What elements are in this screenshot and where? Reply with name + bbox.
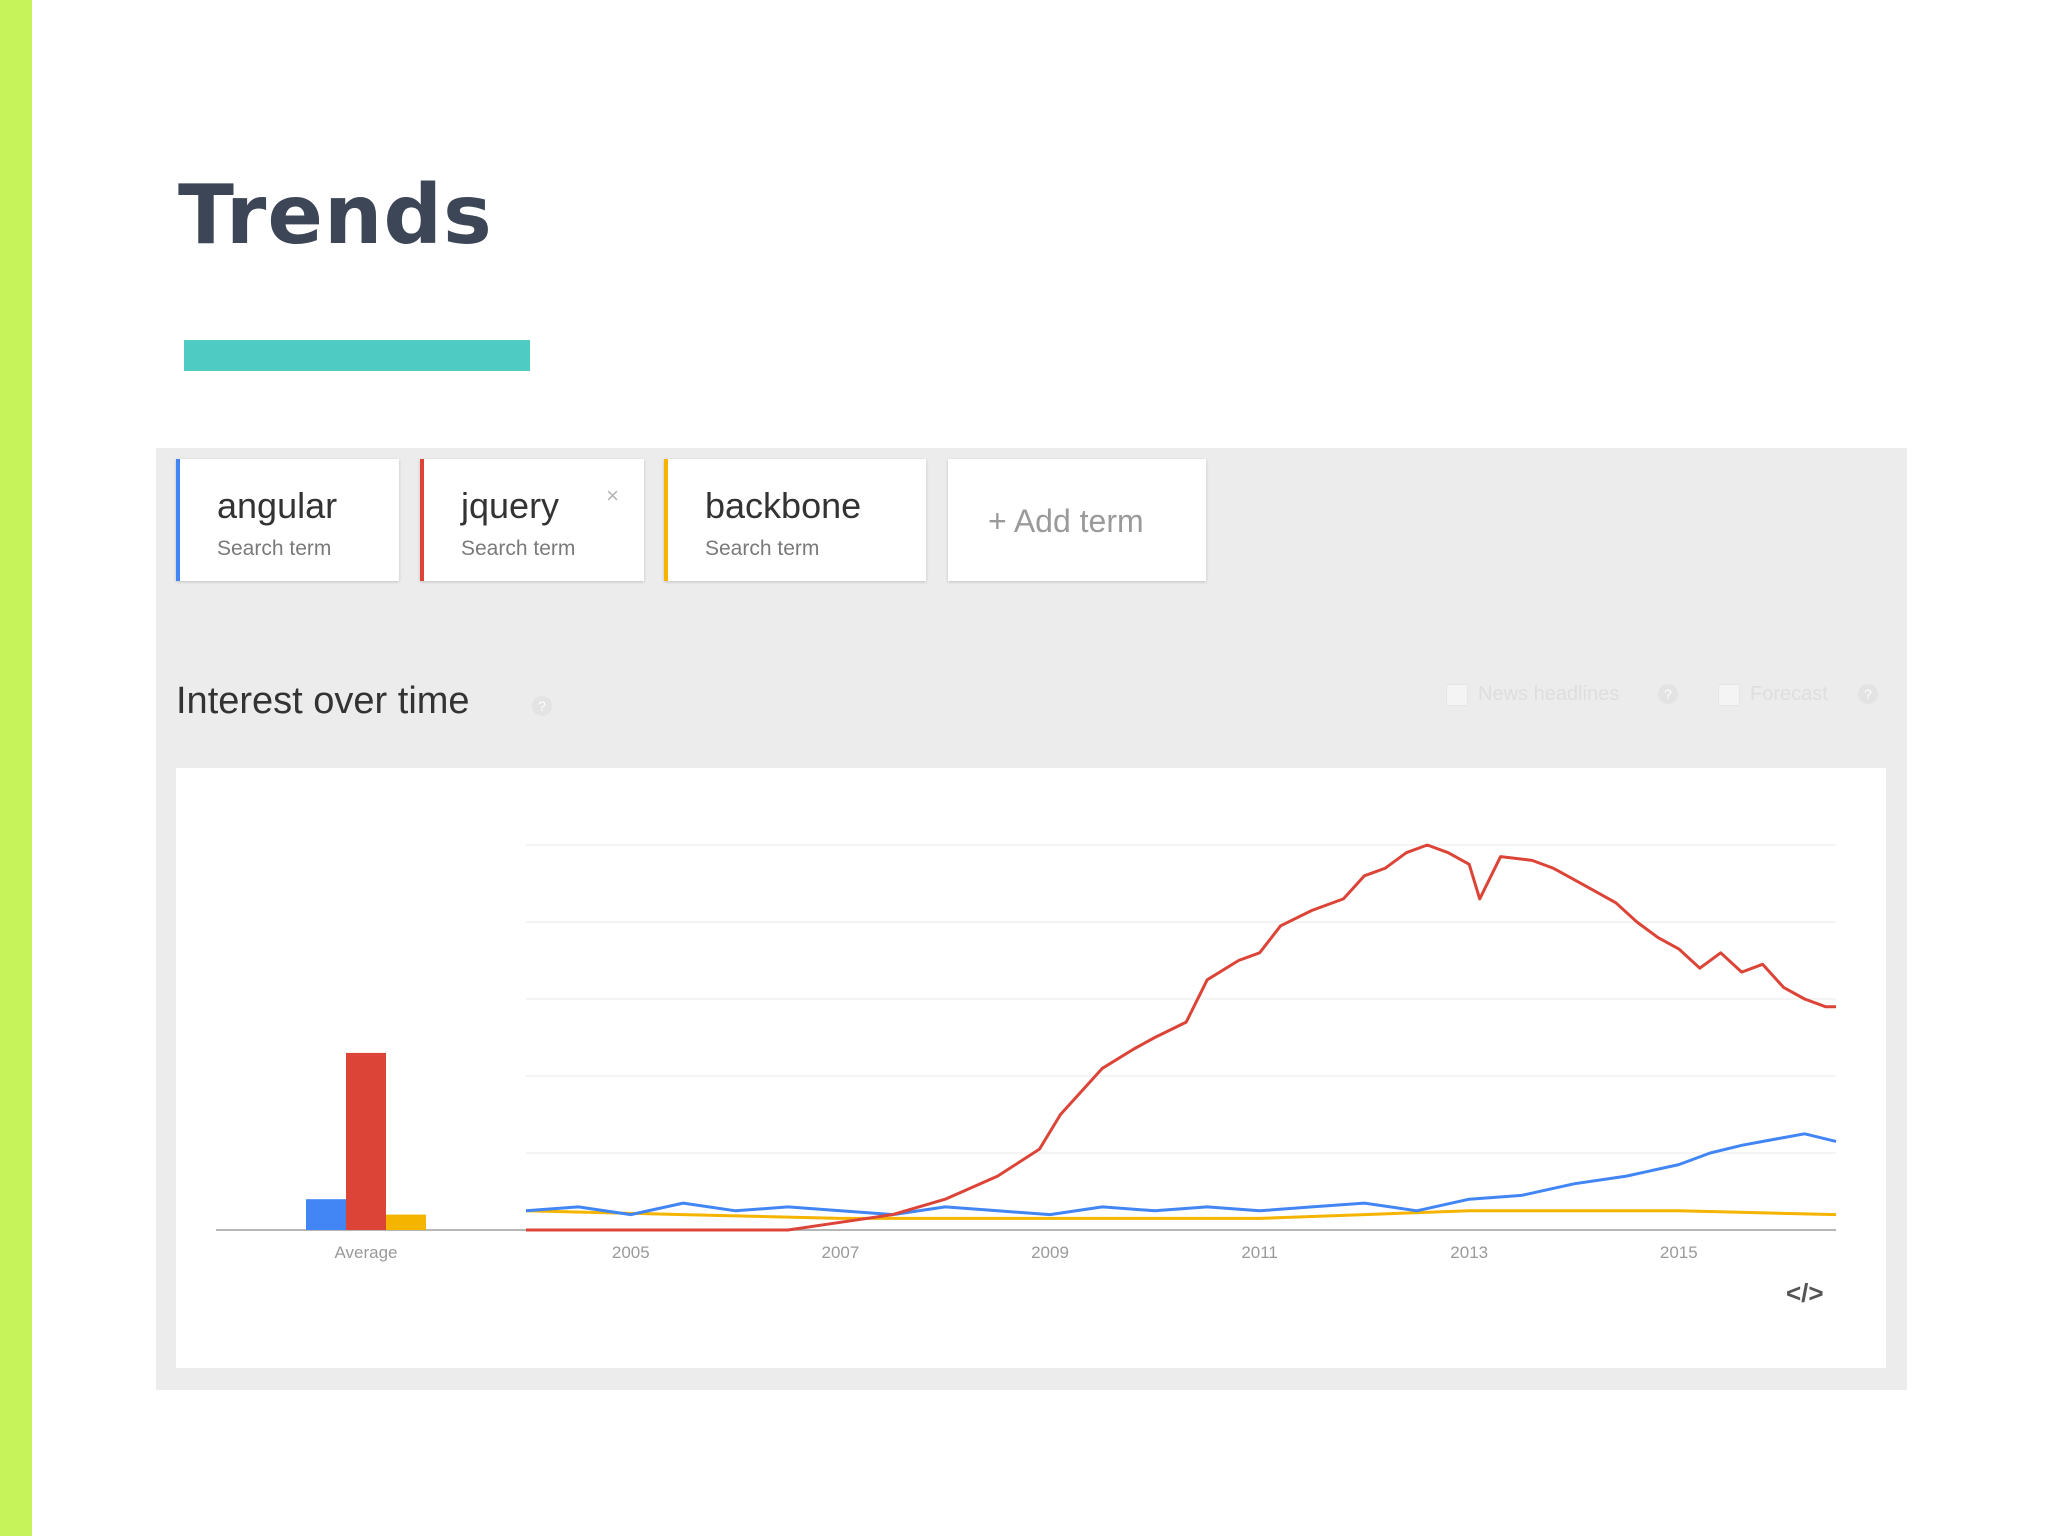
forecast-label: Forecast — [1750, 683, 1828, 705]
term-name: angular — [217, 485, 338, 526]
term-card-jquery[interactable]: jquery Search term × — [420, 459, 644, 581]
x-tick-label: 2005 — [612, 1243, 650, 1262]
x-tick-label: 2015 — [1660, 1243, 1698, 1262]
x-tick-label: 2009 — [1031, 1243, 1069, 1262]
x-tick-label: 2011 — [1241, 1243, 1278, 1262]
trends-panel: angular Search term jquery Search term ×… — [156, 448, 1907, 1390]
x-tick-label: 2013 — [1450, 1243, 1488, 1262]
add-term-button[interactable]: + Add term — [948, 459, 1206, 581]
close-icon[interactable]: × — [606, 483, 619, 508]
embed-code-icon[interactable]: </> — [1786, 1278, 1824, 1308]
series-line-backbone — [525, 1209, 1837, 1220]
news-headlines-label: News headlines — [1478, 683, 1620, 705]
help-icon[interactable]: ? — [1858, 684, 1878, 704]
interest-over-time-chart: Average 2005 2007 2009 2011 2013 2015 </> — [176, 768, 1886, 1368]
term-subtitle: Search term — [705, 537, 820, 560]
chart-svg: Average 2005 2007 2009 2011 2013 2015 — [216, 843, 1837, 1262]
slide-title: Trends — [178, 168, 493, 263]
title-underline — [184, 340, 530, 371]
average-bar-backbone — [386, 1214, 426, 1230]
average-bar-jquery — [346, 1052, 386, 1230]
term-card-angular[interactable]: angular Search term — [176, 459, 399, 581]
term-subtitle: Search term — [217, 537, 332, 560]
forecast-checkbox[interactable] — [1718, 684, 1740, 706]
series-line-jquery — [526, 843, 1836, 1232]
help-icon[interactable]: ? — [1658, 684, 1678, 704]
x-tick-label: 2007 — [821, 1243, 859, 1262]
section-title: Interest over time — [176, 680, 470, 722]
series-line-angular — [525, 1132, 1837, 1217]
news-headlines-checkbox[interactable] — [1446, 684, 1468, 706]
term-subtitle: Search term — [461, 537, 576, 560]
slide-accent-bar — [0, 0, 32, 1536]
average-bar-angular — [306, 1199, 346, 1230]
average-label: Average — [334, 1243, 397, 1262]
add-term-label: + Add term — [988, 503, 1144, 539]
term-name: jquery — [461, 485, 560, 526]
term-name: backbone — [705, 485, 862, 526]
help-icon[interactable]: ? — [532, 696, 552, 716]
term-card-backbone[interactable]: backbone Search term — [664, 459, 926, 581]
